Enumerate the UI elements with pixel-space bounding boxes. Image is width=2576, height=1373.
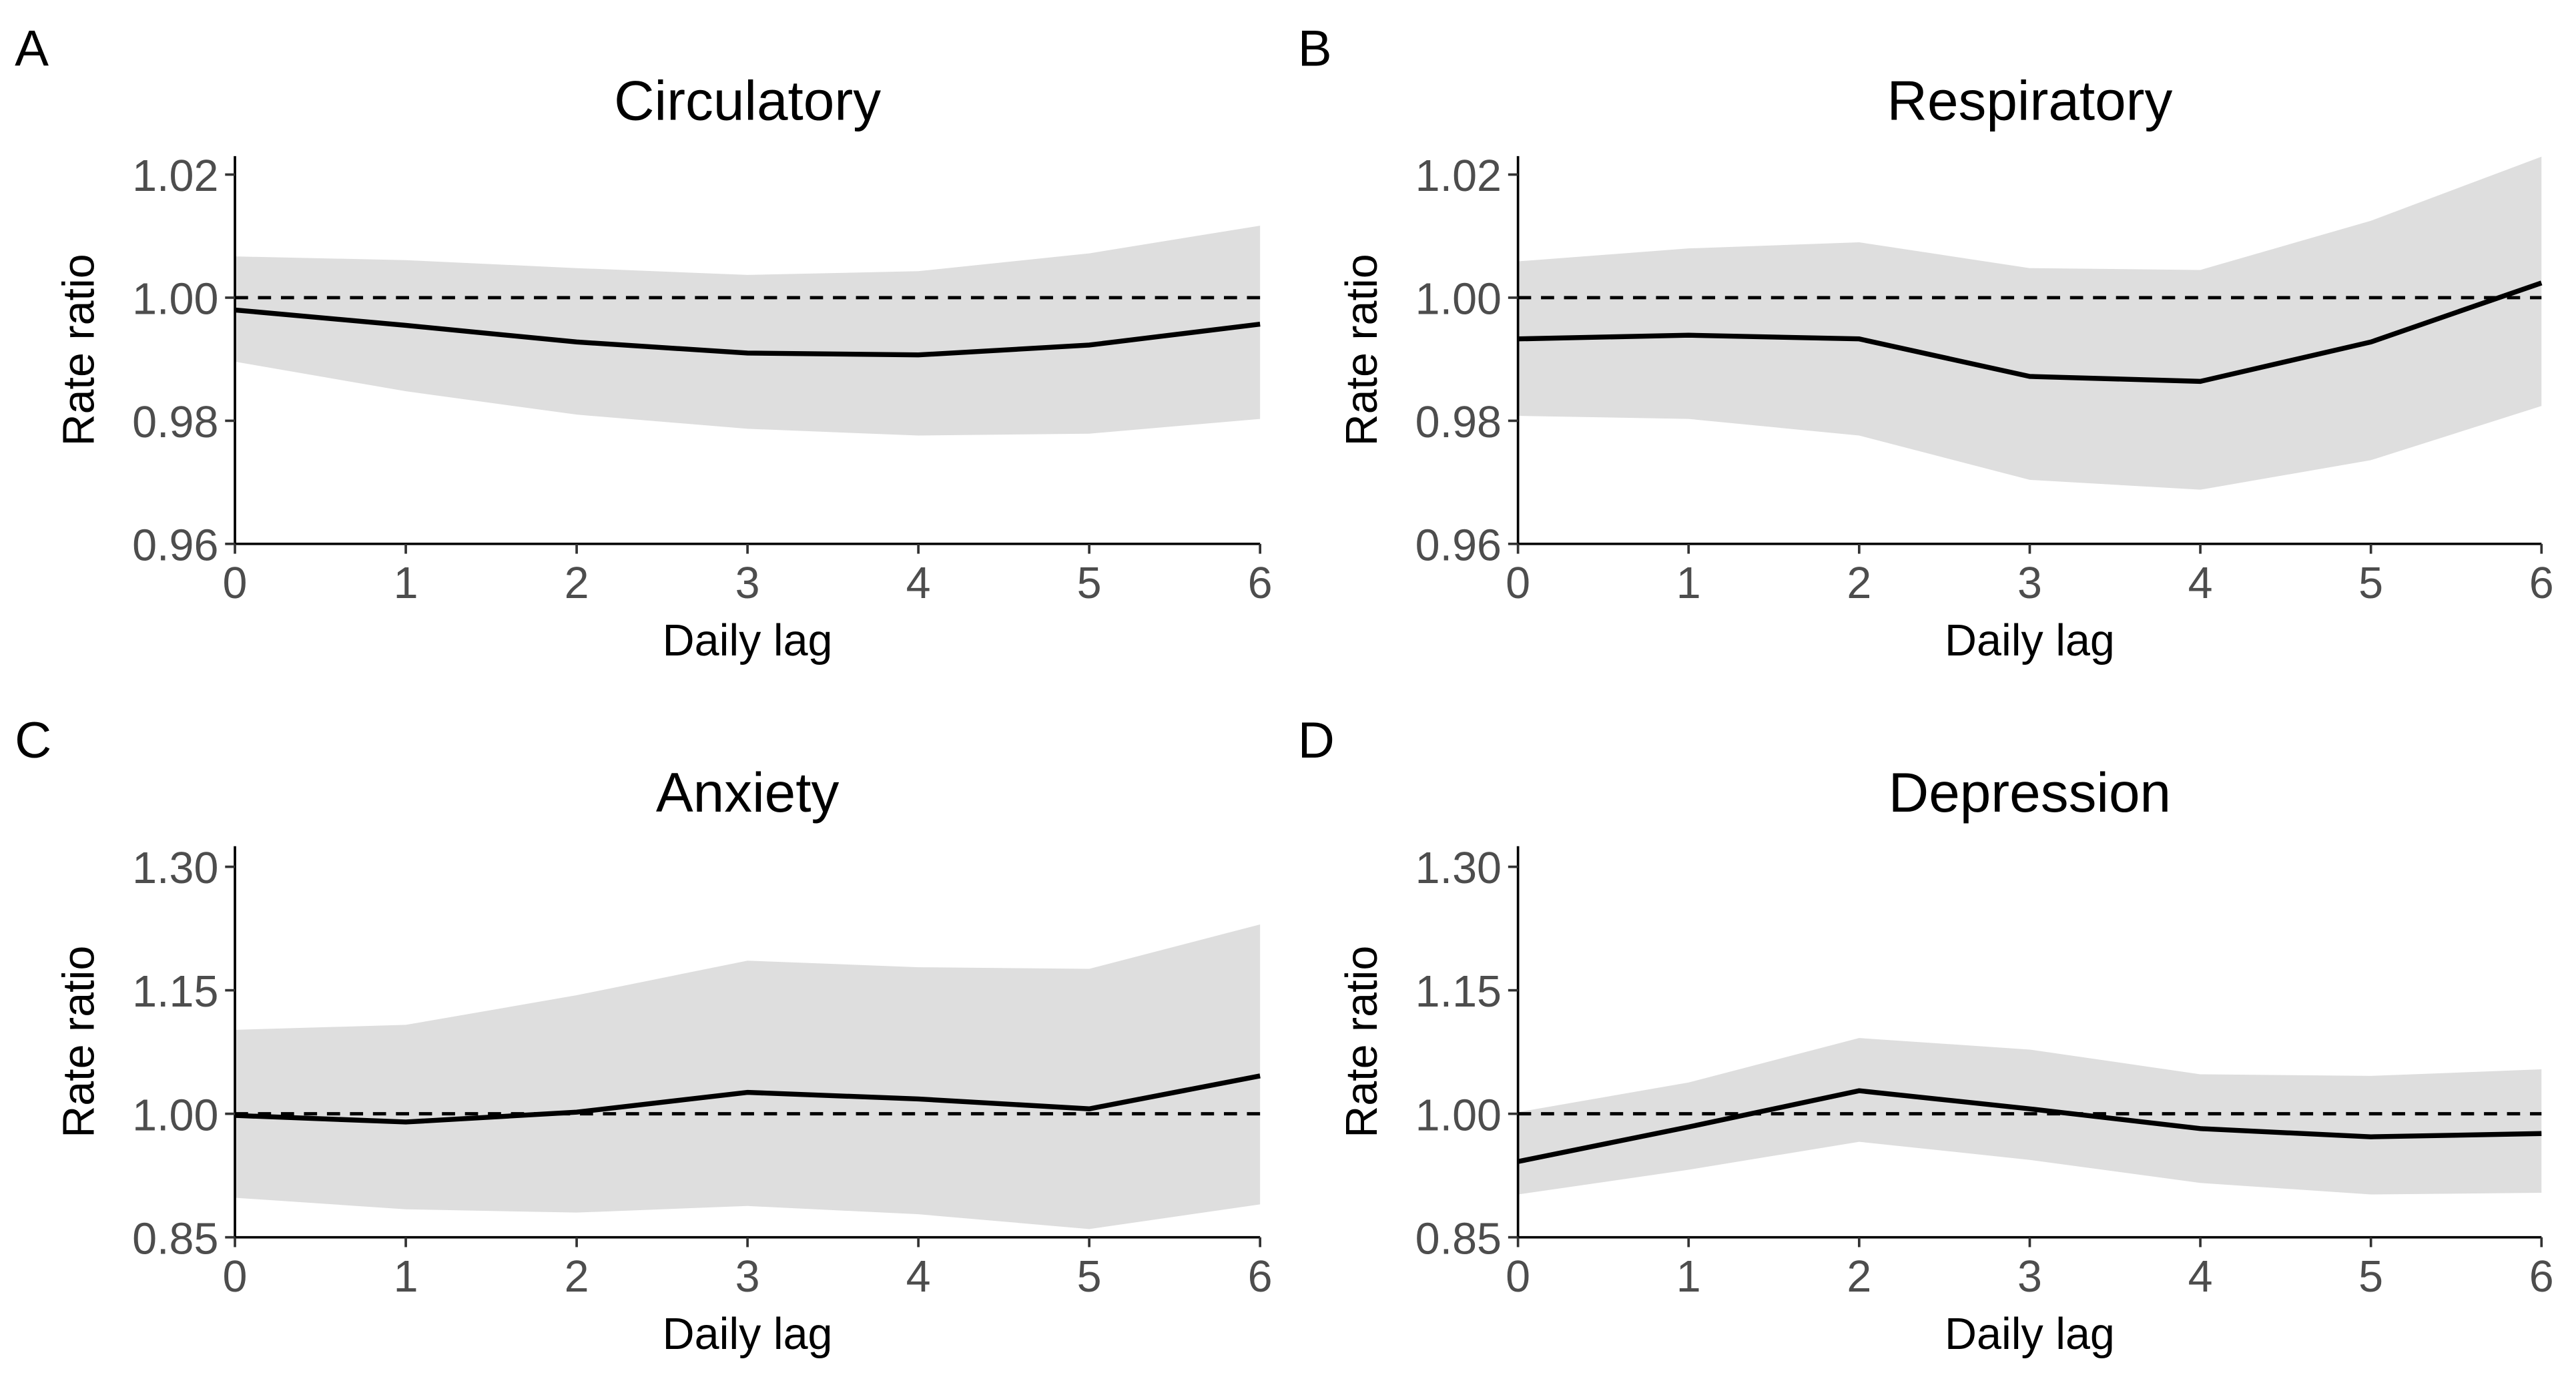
y-tick-label: 0.98 <box>1415 398 1502 447</box>
y-tick-label: 0.85 <box>132 1214 218 1264</box>
y-tick-label: 1.00 <box>132 275 218 324</box>
y-tick-label: 0.96 <box>132 521 218 570</box>
y-tick-label: 0.85 <box>1415 1214 1502 1264</box>
estimate-line <box>1517 1088 2542 1164</box>
y-tick-label: 1.02 <box>1415 152 1502 201</box>
x-tick-label: 6 <box>1248 559 1273 608</box>
y-tick-label: 1.15 <box>1415 967 1502 1017</box>
x-tick-label: 3 <box>2017 559 2042 608</box>
x-axis-label: Daily lag <box>1945 616 2115 665</box>
confidence-band <box>235 226 1261 436</box>
y-tick-label: 1.30 <box>132 844 218 893</box>
panel-label: B <box>1298 20 1332 77</box>
x-tick-label: 1 <box>1676 559 1701 608</box>
estimate-line <box>234 307 1261 358</box>
panel-label: C <box>15 712 51 769</box>
y-tick-label: 1.00 <box>1415 275 1502 324</box>
x-tick-label: 2 <box>1847 559 1871 608</box>
x-tick-label: 3 <box>735 559 760 608</box>
chart-title: Anxiety <box>656 761 840 824</box>
x-tick-label: 5 <box>1077 559 1102 608</box>
x-tick-label: 4 <box>2188 1252 2213 1302</box>
y-tick-label: 1.15 <box>132 967 218 1017</box>
y-tick-label: 1.00 <box>1415 1091 1502 1140</box>
x-axis-label: Daily lag <box>663 1310 833 1359</box>
x-tick-label: 0 <box>223 1252 248 1302</box>
x-tick-label: 4 <box>906 1252 931 1302</box>
x-axis-label: Daily lag <box>663 616 833 665</box>
x-tick-label: 4 <box>2188 559 2213 608</box>
x-tick-label: 5 <box>1077 1252 1102 1302</box>
x-tick-label: 6 <box>2529 1252 2554 1302</box>
x-tick-label: 1 <box>1676 1252 1701 1302</box>
x-tick-label: 0 <box>223 559 248 608</box>
panel-label: D <box>1298 712 1335 769</box>
y-tick-label: 0.98 <box>132 398 218 447</box>
confidence-band <box>1518 156 2542 490</box>
y-tick-label: 1.00 <box>132 1091 218 1140</box>
estimate-line <box>234 1073 1261 1125</box>
x-tick-label: 2 <box>565 1252 589 1302</box>
y-axis-label: Rate ratio <box>54 254 103 446</box>
y-axis-label: Rate ratio <box>54 946 103 1138</box>
y-tick-label: 0.96 <box>1415 521 1502 570</box>
y-tick-label: 1.30 <box>1415 844 1502 893</box>
confidence-band <box>235 924 1261 1229</box>
x-tick-label: 4 <box>906 559 931 608</box>
chart-title: Circulatory <box>614 69 881 132</box>
confidence-band <box>1518 1038 2542 1195</box>
x-tick-label: 6 <box>1248 1252 1273 1302</box>
x-tick-label: 5 <box>2358 559 2383 608</box>
x-tick-label: 3 <box>2017 1252 2042 1302</box>
y-tick-label: 1.02 <box>132 152 218 201</box>
y-axis-label: Rate ratio <box>1337 254 1387 446</box>
x-tick-label: 0 <box>1506 559 1530 608</box>
panel-label: A <box>15 20 49 77</box>
x-tick-label: 3 <box>735 1252 760 1302</box>
x-tick-label: 2 <box>1847 1252 1871 1302</box>
x-tick-label: 1 <box>394 559 418 608</box>
chart-title: Respiratory <box>1887 69 2173 132</box>
x-tick-label: 0 <box>1506 1252 1530 1302</box>
x-axis-label: Daily lag <box>1945 1310 2115 1359</box>
chart-title: Depression <box>1889 761 2171 824</box>
x-tick-label: 2 <box>565 559 589 608</box>
x-tick-label: 1 <box>394 1252 418 1302</box>
x-tick-label: 5 <box>2358 1252 2383 1302</box>
x-tick-label: 6 <box>2529 559 2554 608</box>
y-axis-label: Rate ratio <box>1337 946 1387 1138</box>
estimate-line <box>1518 280 2543 384</box>
